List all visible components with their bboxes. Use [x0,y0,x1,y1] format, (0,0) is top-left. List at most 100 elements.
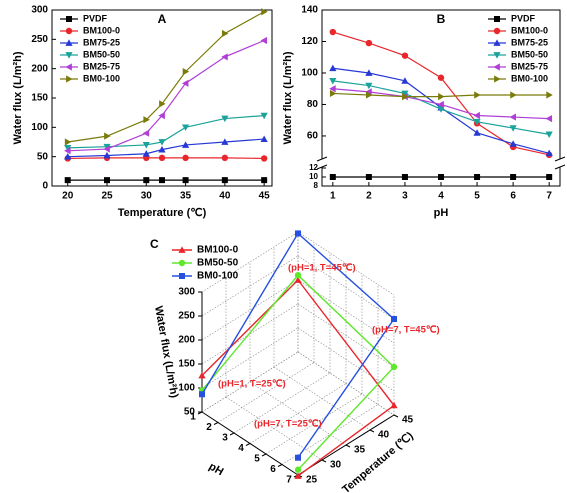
y-tick-label: 100 [301,68,318,79]
grid-line [297,255,395,320]
x-tick [261,453,267,457]
legend-marker [493,52,501,59]
data-point [182,68,190,76]
grid-line [217,362,315,423]
legend-marker [66,75,73,83]
data-point [260,135,268,142]
data-point [158,146,166,153]
data-point [365,88,372,96]
data-point [391,316,397,322]
annotation: (pH=1, T=45℃) [288,263,356,274]
data-point [401,52,409,59]
x-tick-label: 1 [190,412,196,423]
x-tick-label: 5 [254,454,260,465]
series-line [67,115,265,149]
x-tick-label: 7 [286,475,292,486]
grid-line [201,255,299,317]
data-point [143,116,150,124]
y-tick-label: 12 [309,163,318,172]
legend-label: BM0-100 [511,73,548,83]
y-tick-label: 200 [31,63,48,74]
legend-marker [65,27,73,35]
data-point [103,151,111,159]
annotation: (pH=7, T=45℃) [372,325,440,336]
data-point [329,85,336,93]
y-tick-label: 120 [301,36,318,47]
grid-line [201,231,299,293]
data-point [365,69,373,76]
data-point [294,276,302,283]
grid-line [281,404,379,465]
y-tick-label: 300 [31,5,48,16]
data-point [221,138,229,145]
data-point [158,139,166,146]
legend-label: BM100-0 [83,25,120,35]
y-tick-label: 100 [31,122,48,133]
data-point [158,112,165,120]
legend-marker [65,63,72,71]
y-tick-label: 250 [31,34,48,45]
data-point [260,112,268,120]
data-point [260,155,268,162]
data-point [64,147,71,155]
data-point [329,64,337,72]
data-point [104,177,110,184]
legend-label: BM75-25 [511,37,548,47]
grid-line [297,231,395,296]
x-axis-label: pH [434,207,449,219]
x-tick-label: 35 [180,191,192,202]
series-line [201,278,395,477]
series-line [201,232,395,459]
y-tick-label: 0 [42,181,48,192]
x-tick [213,422,219,425]
data-point [438,92,445,101]
legend-label: BM25-75 [83,61,120,71]
data-point [64,153,72,160]
data-point [329,77,337,85]
data-point [199,391,205,398]
axis-break [316,156,328,170]
data-point [365,174,372,180]
y-tick-label: 25 [306,475,318,486]
x-tick-label: 25 [101,191,113,202]
x-tick-label: 3 [402,191,408,202]
z-tick-label: 200 [178,335,195,346]
data-point [64,177,71,184]
y-tick-label: 8 [314,181,319,190]
panel-label: C [150,237,159,251]
y-tick [321,459,327,463]
y-tick [393,414,399,418]
y-tick-label: 140 [301,5,318,16]
data-point [473,129,481,136]
x-tick [245,443,251,446]
z-axis-label: Water flux (L/m²h) [152,305,180,399]
x-tick-label: 4 [238,443,244,454]
data-point [437,100,444,109]
data-point [142,129,150,137]
legend-marker [493,39,501,46]
legend-marker [65,52,73,59]
data-point [390,363,398,371]
y-tick-label: 50 [37,151,49,162]
data-point [181,79,189,87]
data-point [295,230,301,237]
data-point [390,401,398,409]
data-point [438,174,444,180]
data-point [545,131,553,138]
annotation: (pH=7, T=25℃) [254,419,322,430]
z-tick-label: 50 [184,407,196,418]
data-point [509,113,517,121]
legend-marker [178,246,186,253]
data-point [221,53,228,61]
grid-line [201,327,299,389]
grid-line [249,383,347,444]
data-point [294,466,302,473]
data-point [294,272,302,279]
legend-label: BM0-100 [197,271,239,282]
x-tick-label: 4 [438,191,444,202]
data-point [104,132,111,140]
y-tick-label: 60 [307,131,319,142]
data-point [295,454,301,461]
data-point [365,91,373,99]
